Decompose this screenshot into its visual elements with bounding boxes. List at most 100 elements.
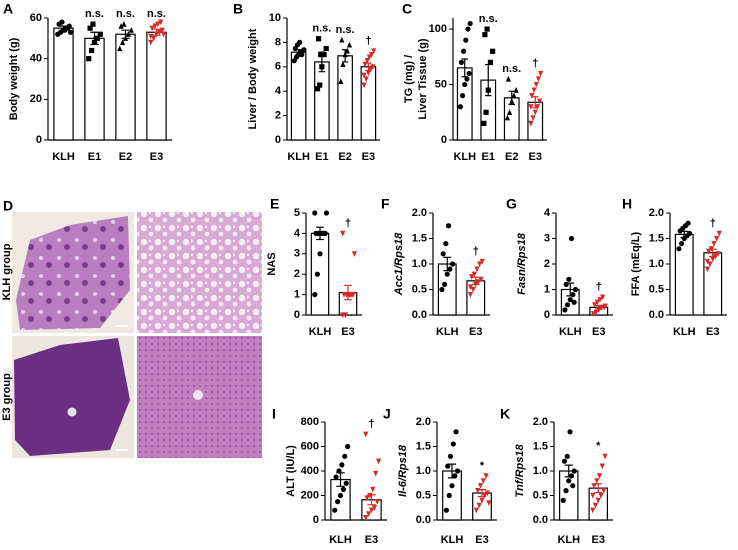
bar xyxy=(290,51,307,141)
data-point xyxy=(466,70,472,77)
y-tick-label: 3 xyxy=(544,232,550,244)
data-point xyxy=(490,48,496,54)
data-point xyxy=(87,25,93,31)
error-bar xyxy=(318,51,326,73)
x-tick-label: KLH xyxy=(436,326,459,338)
data-point xyxy=(592,502,599,509)
y-tick-label: 0 xyxy=(275,134,281,146)
y-tick-label: 3 xyxy=(294,248,300,260)
y-tick-label: 0 xyxy=(441,134,447,146)
data-point xyxy=(366,511,372,517)
data-point xyxy=(365,70,371,76)
error-bar xyxy=(508,90,515,106)
x-tick-label: KLH xyxy=(329,534,352,546)
error-bar xyxy=(447,463,457,479)
data-point xyxy=(312,210,318,216)
data-point xyxy=(594,299,600,306)
y-tick-label: 0.5 xyxy=(649,283,664,295)
data-point xyxy=(714,235,720,242)
data-point xyxy=(120,39,126,45)
data-point xyxy=(473,507,480,514)
data-point xyxy=(534,104,541,110)
y-tick-label: 0.5 xyxy=(416,489,431,501)
error-bar xyxy=(295,49,302,56)
data-point xyxy=(535,76,542,83)
data-point xyxy=(506,109,513,115)
data-point xyxy=(364,495,370,502)
x-tick-label: E3 xyxy=(592,326,605,338)
x-tick-label: E3 xyxy=(362,151,375,163)
data-point xyxy=(483,473,489,479)
bar xyxy=(337,55,353,141)
data-point xyxy=(591,483,597,489)
y-axis-label: TG (mg) / xyxy=(403,55,415,103)
data-point xyxy=(333,474,339,480)
data-point xyxy=(446,492,452,499)
data-point xyxy=(443,241,449,247)
data-point xyxy=(481,120,487,126)
y-tick-label: 6 xyxy=(275,61,281,73)
y-tick-label: 10 xyxy=(269,12,281,24)
data-point xyxy=(447,453,454,459)
data-point xyxy=(449,483,455,489)
error-bar xyxy=(344,284,352,301)
data-point xyxy=(467,284,474,291)
data-point xyxy=(321,230,327,236)
x-tick-label: E3 xyxy=(150,151,163,163)
data-point xyxy=(482,32,488,38)
data-point xyxy=(449,261,456,267)
data-point xyxy=(460,48,467,54)
data-point xyxy=(445,463,451,469)
data-point xyxy=(465,26,471,32)
data-point xyxy=(482,492,488,499)
data-point xyxy=(128,27,134,33)
x-tick-label: KLH xyxy=(287,151,310,163)
x-tick-label: KLH xyxy=(52,151,75,163)
data-point xyxy=(444,271,450,277)
data-point xyxy=(340,61,346,67)
y-tick-label: 2 xyxy=(275,110,281,122)
data-point xyxy=(707,261,713,268)
data-point xyxy=(314,86,321,92)
vessel xyxy=(193,390,203,400)
data-point xyxy=(594,478,600,484)
data-point xyxy=(676,246,682,252)
data-point xyxy=(339,462,345,468)
data-point xyxy=(602,453,608,460)
data-point xyxy=(363,514,369,521)
data-point xyxy=(370,486,376,493)
data-point xyxy=(121,21,127,27)
data-point xyxy=(529,93,535,99)
error-bar xyxy=(532,96,539,109)
data-point xyxy=(475,279,482,285)
y-tick-label: 400 xyxy=(301,465,319,477)
data-point xyxy=(467,20,473,27)
x-tick-label: E3 xyxy=(341,326,354,338)
data-point xyxy=(599,463,605,470)
data-point xyxy=(459,93,466,99)
data-point xyxy=(86,56,92,62)
significance-label: † xyxy=(596,281,602,293)
data-point xyxy=(602,303,608,310)
data-point xyxy=(452,473,458,479)
error-bar xyxy=(564,464,573,478)
data-point xyxy=(467,292,474,298)
data-point xyxy=(332,507,338,513)
data-point xyxy=(314,271,320,277)
data-point xyxy=(364,58,370,64)
error-bar xyxy=(365,62,372,72)
data-point xyxy=(572,286,579,293)
data-point xyxy=(457,104,463,110)
y-axis-label: Liver Tissue (g) xyxy=(417,38,429,119)
data-point xyxy=(366,54,372,61)
data-point xyxy=(597,297,603,303)
data-point xyxy=(368,52,375,58)
panel-label: I xyxy=(272,406,276,422)
data-point xyxy=(158,19,164,26)
significance-label: † xyxy=(345,217,351,229)
data-point xyxy=(592,302,598,308)
data-point xyxy=(470,286,476,293)
y-tick-label: 800 xyxy=(301,416,319,428)
y-axis-label: Il-6/Rps18 xyxy=(397,444,409,497)
significance-label: n.s. xyxy=(479,13,498,25)
